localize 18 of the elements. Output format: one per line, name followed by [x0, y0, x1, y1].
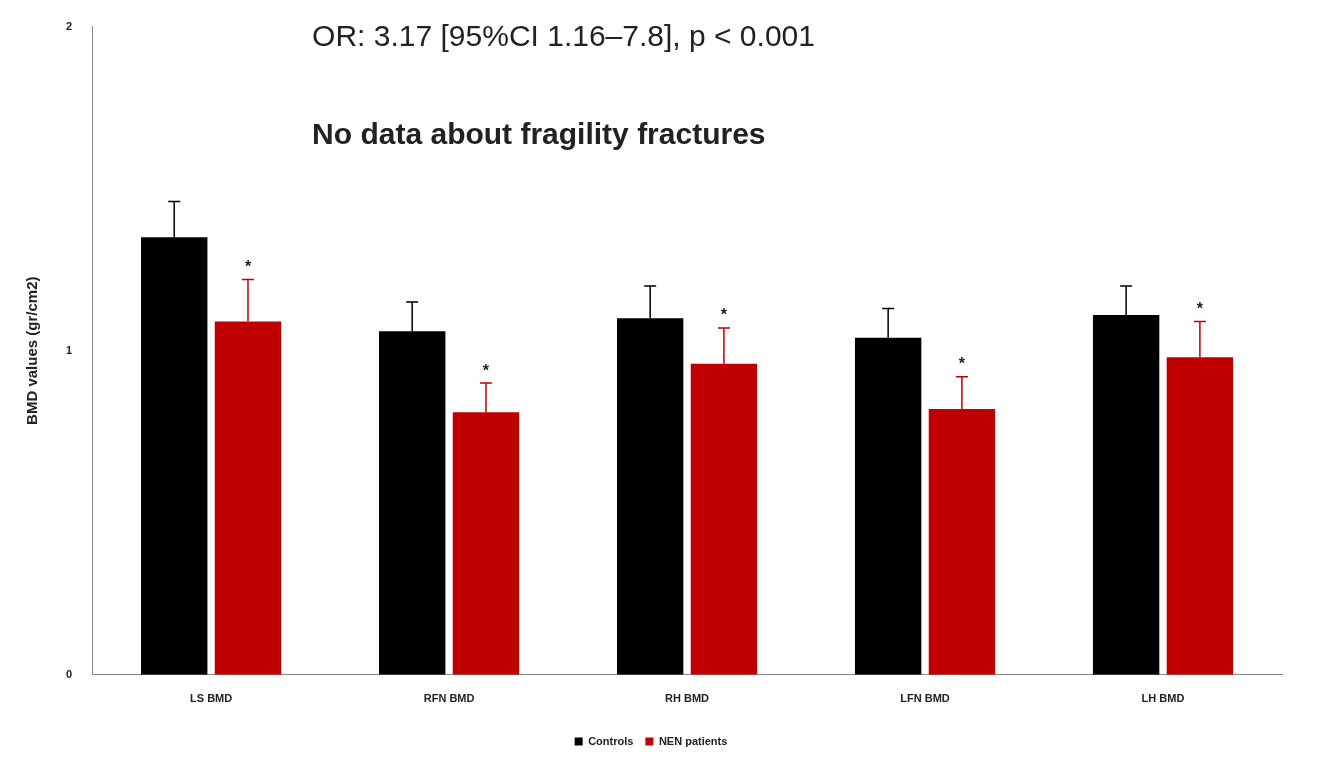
annotation: *: [720, 306, 728, 324]
legend-label: Controls: [588, 734, 634, 747]
annotation: *: [958, 355, 966, 373]
y-tick-label: 2: [65, 19, 73, 32]
x-tick-label: LFN BMD: [900, 692, 950, 705]
y-tick-label: 1: [65, 343, 73, 356]
x-tick-label: LS BMD: [190, 692, 233, 705]
y-axis-title: BMD values (gr/cm2): [23, 276, 41, 425]
y-tick-label: 0: [65, 667, 73, 680]
x-tick-label: RH BMD: [665, 692, 710, 705]
annotation: *: [482, 361, 490, 379]
annotation: *: [1196, 299, 1204, 317]
annotation: *: [244, 257, 252, 275]
annotation: No data about fragility fractures: [312, 116, 766, 151]
legend-label: NEN patients: [658, 734, 728, 747]
x-tick-label: RFN BMD: [423, 692, 475, 705]
annotation: OR: 3.17 [95%CI 1.16–7.8], p < 0.001: [312, 18, 815, 53]
x-tick-label: LH BMD: [1141, 692, 1185, 705]
